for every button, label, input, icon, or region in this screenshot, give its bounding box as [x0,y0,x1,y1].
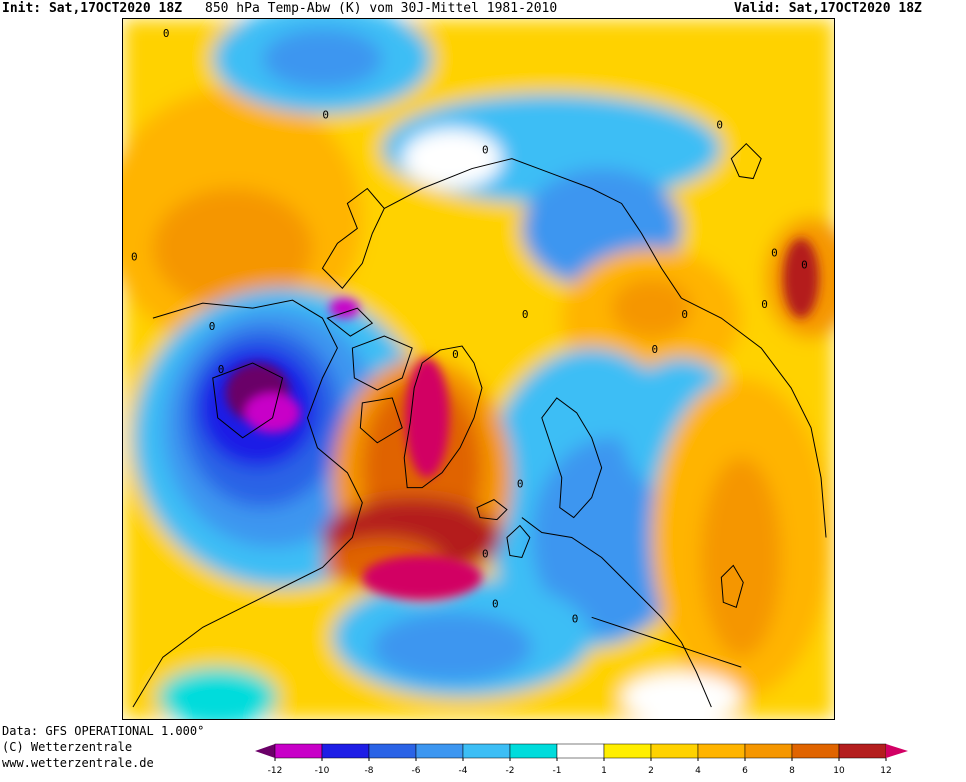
legend-swatch-p6_p8 [744,743,793,759]
legend-tick-label: 4 [695,766,701,776]
legend-tick-label: -12 [268,766,283,776]
legend-swatch-p10_p12 [838,743,887,759]
legend-swatch-m12_m10 [274,743,323,759]
anomaly-core-m12_m10 [329,298,360,319]
legend-tick-label: 2 [648,766,654,776]
contour-zero-label: 0 [771,246,778,259]
contour-zero-label: 0 [452,348,459,361]
anomaly-core-p10_p12 [783,238,820,319]
coastline-iceland [476,499,508,521]
coastline-siberia [384,158,682,299]
legend-swatch-m6_m4 [415,743,464,759]
coastline-scandinavia [541,397,603,519]
contour-zero-label: 0 [517,478,524,491]
contour-zero-label: 0 [522,308,529,321]
coastline-europe [521,517,712,708]
contour-zero-label: 0 [131,250,138,263]
legend-swatch-m10_m8 [321,743,370,759]
coastline-japan [730,142,762,180]
coastline-north-america [132,299,363,708]
parameter-title: 850 hPa Temp-Abw (K) vom 30J-Mittel 1981… [205,1,558,16]
website-link[interactable]: www.wetterzentrale.de [2,756,154,770]
anomaly-core-gt_p12 [362,555,482,600]
contour-zero-label: 0 [801,258,808,271]
legend-tick-label: -4 [459,766,468,776]
coastline-hudson-bay [212,362,284,439]
coastline-caspian [720,564,744,608]
anomaly-core-gt_p12 [405,358,450,478]
legend-tick-label: 6 [742,766,748,776]
anomaly-blob-m6_m4 [372,612,532,683]
legend-swatch-m2_m1 [509,743,558,759]
valid-time: Sat,17OCT2020 18Z [788,1,922,16]
zero-contours: 0 0 0 0 0 0 0 0 0 0 0 0 0 0 0 0 0 0 [131,27,808,625]
legend-tick-label: -8 [365,766,374,776]
anomaly-blob-m2_m1 [157,667,278,719]
legend-swatches [255,743,908,759]
coastline-archipelago [326,307,413,444]
legend-tick-label: 8 [789,766,795,776]
legend-tick-label: 12 [880,766,891,776]
valid-label-text: Valid: [734,1,781,16]
init-label-text: Init: [2,1,42,16]
contour-zero-label: 0 [761,298,768,311]
coastline-alaska [321,187,385,289]
coastline-mediterranean [591,616,742,668]
anomaly-blob-m1_p1 [402,128,502,189]
data-source: Data: GFS OPERATIONAL 1.000° [2,724,205,738]
contour-zero-label: 0 [716,119,723,132]
coastline-asia [681,297,827,538]
init-time: Sat,17OCT2020 18Z [48,1,183,16]
contour-zero-label: 0 [163,27,170,40]
anomaly-blob-p6_p8 [701,457,782,658]
anomaly-blob-p6_p8 [611,278,692,339]
contour-zero-label: 0 [482,547,489,560]
init-label: Init: Sat,17OCT2020 18Z [2,0,182,18]
anomaly-core-m12_m10 [244,392,301,433]
contour-zero-label: 0 [209,320,216,333]
contour-zero-label: 0 [492,597,499,610]
map-panel: 0 0 0 0 0 0 0 0 0 0 0 0 0 0 0 0 0 0 [122,18,835,720]
coastline-british-isles [506,524,531,559]
contour-zero-label: 0 [482,144,489,157]
legend-swatch-m4_m2 [462,743,511,759]
valid-label: Valid: Sat,17OCT2020 18Z [734,0,922,18]
legend-ticks: -12 -10 -8 -6 -4 -2 -1 1 2 4 6 8 10 12 [268,758,892,776]
legend-swatch-p8_p10 [791,743,840,759]
legend-swatch-p1_p2 [603,743,652,759]
legend-swatch-m1_p1 [556,743,605,759]
legend-swatch-p4_p6 [697,743,746,759]
legend-tick-label: 10 [833,766,845,776]
anomaly-field [123,19,834,719]
contour-zero-label: 0 [322,109,329,122]
contour-zero-label: 0 [572,612,579,625]
anomaly-blob-m1_p1 [621,672,742,719]
anomaly-blob-p6_p8 [152,188,313,309]
legend-tick-label: -2 [506,766,515,776]
contour-zero-label: 0 [681,308,688,321]
legend-swatch-m8_m6 [368,743,417,759]
copyright: (C) Wetterzentrale [2,740,133,754]
legend-swatch-p2_p4 [650,743,699,759]
color-legend: -12 -10 -8 -6 -4 -2 -1 1 2 4 6 8 10 12 [255,743,908,776]
coastline-greenland [403,345,483,489]
contour-zero-label: 0 [652,343,659,356]
legend-tick-label: -1 [553,766,562,776]
coastlines [132,142,827,708]
anomaly-core [225,238,820,600]
anomaly-map: 0 0 0 0 0 0 0 0 0 0 0 0 0 0 0 0 0 0 [123,19,834,719]
legend-tick-label: 1 [601,766,607,776]
legend-tick-label: -6 [412,766,421,776]
legend-swatch-lt_m12 [255,744,275,758]
legend-tick-label: -10 [315,766,330,776]
legend-swatch-gt_p12 [886,744,908,758]
anomaly-blob-m6_m4 [262,28,383,89]
contour-zero-label: 0 [218,363,225,376]
